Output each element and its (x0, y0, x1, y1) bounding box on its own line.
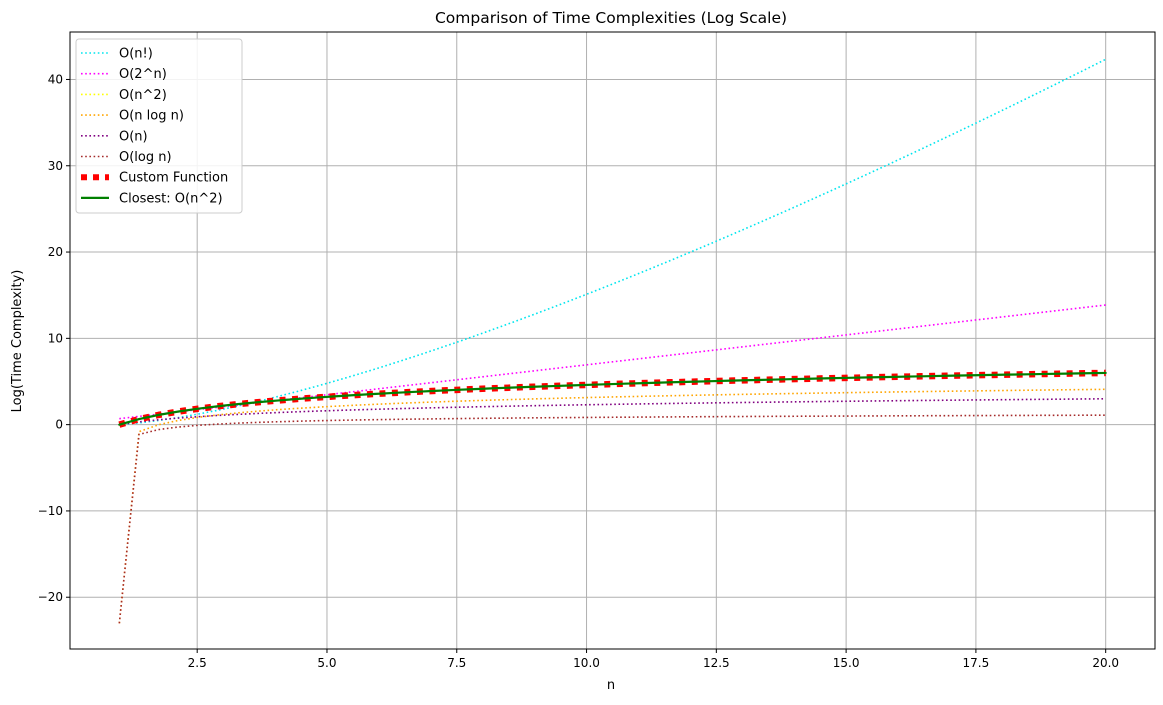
axis-ticks: 2.5 5.0 7.5 10.0 12.5 15.0 17.5 20.0 −20 −10 0 10 20… (38, 72, 1119, 670)
x-tick-label: 2.5 (188, 656, 207, 670)
x-tick-label: 20.0 (1092, 656, 1119, 670)
series-line-5 (118, 414, 1106, 624)
legend-label: O(n^2) (119, 88, 167, 103)
legend-label: Closest: O(n^2) (119, 191, 223, 206)
legend-label: O(2^n) (119, 67, 167, 82)
legend-entries: O(n!) O(2^n) O(n^2) O(n log n) O(n) O(log n) C… (81, 47, 228, 206)
x-tick-label: 12.5 (703, 656, 730, 670)
y-tick-label: −20 (38, 590, 63, 604)
series-line-0 (119, 58, 1107, 426)
y-tick-label: 0 (55, 418, 63, 432)
y-axis-label: Log(Time Complexity) (10, 270, 25, 413)
legend-label: O(log n) (119, 150, 172, 165)
y-tick-label: −10 (38, 504, 63, 518)
plot-frame (69, 31, 1156, 650)
x-tick-label: 17.5 (963, 656, 990, 670)
legend-label: O(n log n) (119, 109, 184, 124)
legend-label: Custom Function (119, 171, 228, 186)
series-line-7 (118, 371, 1107, 426)
y-tick-label: 40 (48, 72, 63, 86)
y-tick-label: 20 (48, 245, 63, 259)
series-lines (118, 58, 1107, 624)
legend: O(n!) O(2^n) O(n^2) O(n log n) O(n) O(log n) C… (75, 38, 243, 214)
x-tick-label: 10.0 (573, 656, 600, 670)
legend-label: O(n!) (119, 47, 153, 62)
x-axis-label: n (607, 678, 615, 693)
legend-label: O(n) (119, 129, 148, 144)
grid-lines (70, 32, 1155, 649)
series-line-3 (118, 388, 1106, 624)
legend-box (75, 38, 243, 214)
chart-title: Comparison of Time Complexities (Log Sca… (435, 9, 787, 27)
series-line-1 (119, 304, 1106, 420)
x-tick-label: 5.0 (317, 656, 336, 670)
x-tick-label: 15.0 (833, 656, 860, 670)
x-tick-label: 7.5 (447, 656, 466, 670)
y-tick-label: 30 (48, 159, 63, 173)
y-tick-label: 10 (48, 331, 63, 345)
series-line-4 (119, 397, 1106, 426)
